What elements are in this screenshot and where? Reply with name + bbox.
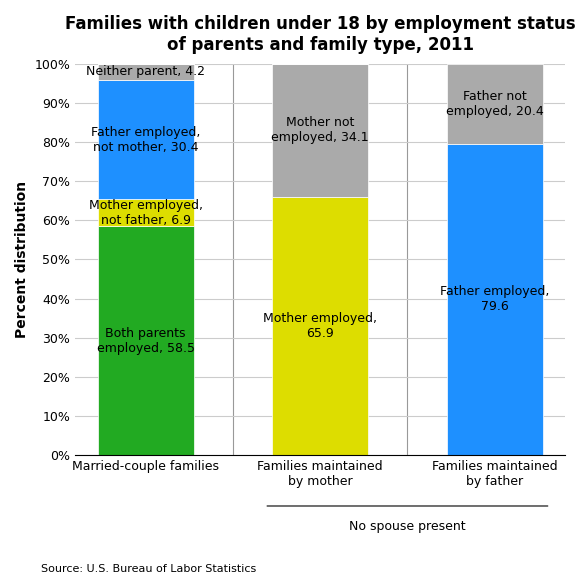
Bar: [97, 64, 194, 80]
Bar: [447, 143, 543, 455]
Bar: [97, 199, 194, 226]
Text: Father not
employed, 20.4: Father not employed, 20.4: [446, 90, 543, 118]
Text: Neither parent, 4.2: Neither parent, 4.2: [86, 66, 205, 78]
Bar: [272, 64, 368, 197]
Text: Mother employed,
65.9: Mother employed, 65.9: [263, 312, 377, 340]
Bar: [272, 197, 368, 455]
Text: Mother not
employed, 34.1: Mother not employed, 34.1: [271, 117, 369, 144]
Text: Father employed,
not mother, 30.4: Father employed, not mother, 30.4: [91, 126, 200, 154]
Bar: [97, 226, 194, 455]
Bar: [97, 80, 194, 199]
Text: Father employed,
79.6: Father employed, 79.6: [440, 285, 549, 313]
Bar: [447, 64, 543, 143]
Text: No spouse present: No spouse present: [349, 520, 466, 532]
Text: Mother employed,
not father, 6.9: Mother employed, not father, 6.9: [89, 198, 202, 227]
Title: Families with children under 18 by employment status
of parents and family type,: Families with children under 18 by emplo…: [65, 15, 575, 54]
Y-axis label: Percent distribution: Percent distribution: [15, 181, 29, 338]
Text: Source: U.S. Bureau of Labor Statistics: Source: U.S. Bureau of Labor Statistics: [41, 564, 256, 574]
Text: Both parents
employed, 58.5: Both parents employed, 58.5: [96, 327, 194, 354]
